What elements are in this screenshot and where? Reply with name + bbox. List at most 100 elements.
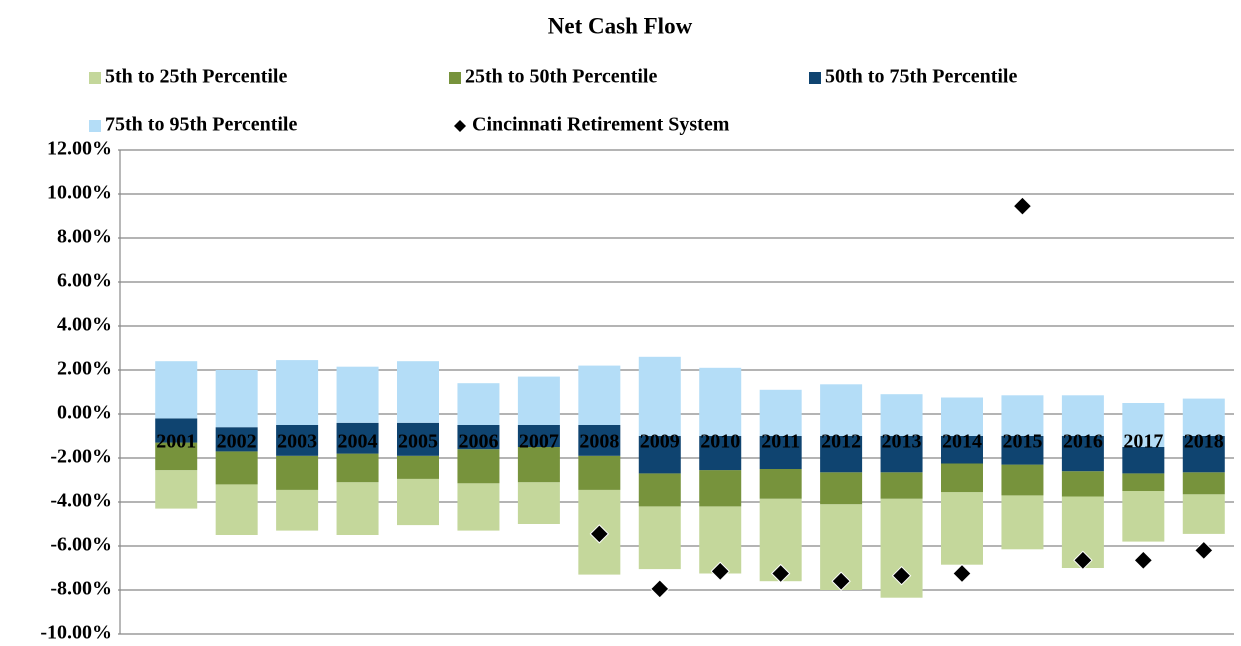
legend-swatch [89, 120, 101, 132]
bar-segment [517, 376, 560, 425]
bar-segment [759, 436, 802, 469]
marker [1073, 550, 1093, 571]
bar-segment [517, 482, 560, 524]
x-tick-label: 2005 [398, 431, 438, 453]
bar-segment [397, 361, 439, 423]
bar-segment [578, 455, 621, 490]
bar-segment [457, 449, 500, 484]
x-tick-label: 2007 [519, 431, 559, 453]
x-tick-label: 2004 [338, 431, 378, 453]
bar-segment [215, 370, 258, 428]
x-tick-label: 2017 [1123, 431, 1163, 453]
x-tick-label: 2002 [217, 431, 257, 453]
bar-segment [1182, 398, 1225, 436]
bar-segment [215, 451, 258, 485]
bar-segment [1182, 472, 1225, 495]
bar-segment [638, 436, 681, 474]
marker [710, 561, 730, 582]
x-tick-label: 2013 [882, 431, 922, 453]
y-tick-label: -8.00% [50, 578, 112, 600]
bar-segment [941, 436, 983, 464]
bar-segment [155, 470, 198, 509]
bar-segment [457, 425, 500, 450]
bar-segment [1122, 403, 1165, 447]
marker [1194, 540, 1214, 561]
bar-segment [578, 425, 621, 456]
bar-segment [1061, 436, 1104, 472]
x-tick-label: 2012 [821, 431, 861, 453]
y-tick-label: 0.00% [57, 402, 112, 424]
x-tick-label: 2018 [1184, 431, 1224, 453]
bar-segment [397, 455, 439, 479]
x-tick-label: 2014 [942, 431, 982, 453]
chart-title: Net Cash Flow [548, 13, 693, 38]
bar-segment [336, 366, 379, 423]
bar-segment [699, 436, 742, 471]
x-tick-label: 2010 [700, 431, 740, 453]
bar-segment [578, 365, 621, 425]
marker [891, 565, 912, 586]
bar-segment [1182, 436, 1225, 473]
bar-segment [880, 436, 923, 473]
bar-segment [155, 361, 198, 419]
bar-segment [215, 427, 258, 452]
bar-segment [1001, 436, 1044, 465]
y-tick-label: 8.00% [57, 226, 112, 248]
marker [831, 571, 851, 591]
bar-segment [1001, 464, 1044, 496]
bar-segment [1122, 473, 1165, 491]
bar-segment [1122, 447, 1165, 474]
bar-segment [880, 394, 923, 436]
marker [1012, 196, 1033, 216]
x-tick-label: 2008 [579, 431, 619, 453]
bar-segment [457, 383, 500, 425]
bar-segment [820, 472, 863, 505]
bar-segment [397, 478, 439, 526]
bar-segment [638, 473, 681, 507]
bar-segment [820, 436, 863, 473]
y-tick-label: 10.00% [47, 182, 112, 204]
legend-label: 25th to 50th Percentile [465, 66, 657, 88]
y-tick-label: -10.00% [40, 622, 112, 644]
y-tick-label: 4.00% [57, 314, 112, 336]
x-tick-label: 2009 [640, 431, 680, 453]
x-tick-label: 2003 [277, 431, 317, 453]
x-tick-label: 2016 [1063, 431, 1103, 453]
bar-segment [155, 442, 198, 471]
marker [770, 563, 791, 584]
legend-marker [454, 120, 466, 132]
bar-segment [699, 470, 742, 507]
bar-segment [1061, 471, 1104, 497]
bar-segment [215, 484, 258, 535]
marker [650, 579, 670, 599]
bar-segment [155, 418, 198, 443]
bar-segment [1182, 494, 1225, 534]
y-tick-label: -6.00% [50, 534, 112, 556]
bar-segment [276, 425, 319, 456]
bar-segment [457, 483, 500, 531]
legend-label: 50th to 75th Percentile [825, 66, 1017, 88]
bar-segment [820, 384, 863, 436]
legend-swatch [809, 72, 821, 84]
marker [1133, 550, 1154, 571]
legend-label: 75th to 95th Percentile [105, 114, 297, 136]
bar-segment [1122, 491, 1165, 542]
legend-swatch [449, 72, 461, 84]
marker [952, 563, 972, 584]
y-tick-label: -4.00% [50, 490, 112, 512]
y-tick-label: 6.00% [57, 270, 112, 292]
bar-segment [517, 447, 560, 483]
bar-segment [1061, 395, 1104, 436]
bar-segment [276, 455, 319, 490]
bar-segment [1001, 495, 1044, 550]
bar-segment [699, 367, 742, 436]
bar-segment [638, 356, 681, 436]
bar-segment [759, 389, 802, 436]
bar-segment [941, 463, 983, 493]
bar-segment [1001, 395, 1044, 436]
x-tick-label: 2001 [156, 431, 196, 453]
bar-segment [276, 360, 319, 425]
bar-segment [517, 425, 560, 447]
x-tick-label: 2011 [761, 431, 800, 453]
